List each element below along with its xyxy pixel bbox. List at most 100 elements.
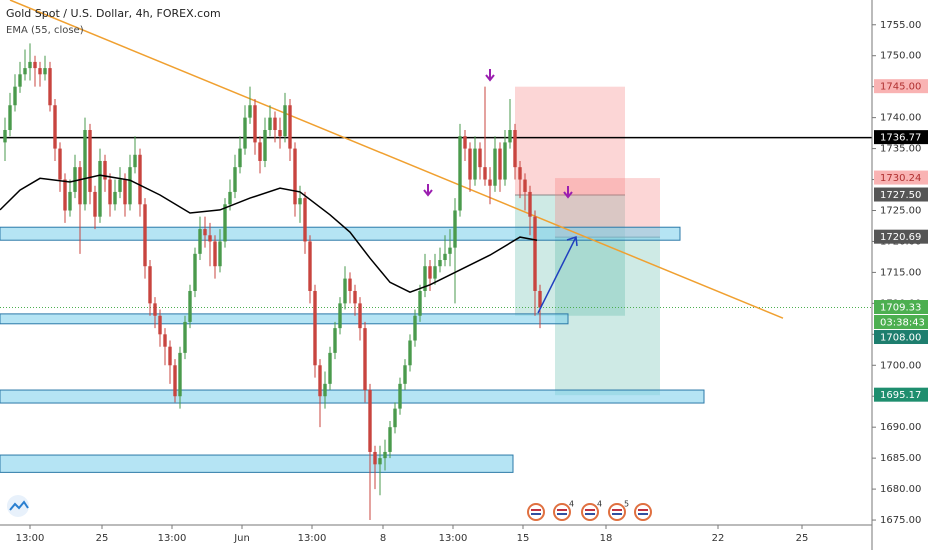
y-tick-label: 1700.00 — [880, 360, 921, 371]
candle-body — [78, 167, 82, 205]
candle-body — [438, 260, 442, 267]
price-label-box — [874, 387, 928, 402]
candle-body — [138, 154, 142, 205]
candle-body — [223, 204, 227, 242]
price-label: 1745.00 — [880, 82, 921, 93]
candle-body — [398, 383, 402, 409]
candle-body — [328, 352, 332, 384]
candle-body — [418, 290, 422, 316]
event-count: 4 — [597, 500, 602, 509]
price-label: 1736.77 — [880, 133, 921, 144]
candle-body — [373, 451, 377, 465]
candle-body — [88, 130, 92, 192]
candle-body — [103, 160, 107, 180]
candle-body — [513, 130, 517, 168]
candle-body — [473, 148, 477, 180]
price-label: 1727.50 — [880, 190, 921, 201]
stop-zone — [515, 86, 625, 196]
y-tick-label: 1725.00 — [880, 205, 921, 216]
event-count: 5 — [624, 500, 629, 509]
candle-body — [193, 253, 197, 291]
candle-body — [13, 86, 17, 106]
y-tick-label: 1750.00 — [880, 51, 921, 62]
projection-arrow — [537, 235, 578, 314]
x-tick-label: 15 — [517, 533, 530, 544]
candle-body — [3, 130, 7, 143]
candle-body — [363, 328, 367, 391]
x-tick-label: 8 — [380, 533, 386, 544]
candle-body — [158, 315, 162, 335]
candle-body — [468, 148, 472, 180]
price-label-box — [874, 170, 928, 185]
y-tick-label: 1680.00 — [880, 484, 921, 495]
candle-body — [48, 68, 52, 106]
candle-body — [218, 241, 222, 267]
candle-body — [273, 117, 277, 131]
candle-body — [163, 334, 167, 347]
candle-body — [488, 179, 492, 186]
candle-body — [423, 266, 427, 291]
price-label: 1720.69 — [880, 232, 921, 243]
price-label-box — [874, 187, 928, 202]
candle-body — [338, 303, 342, 329]
candle-body — [343, 278, 347, 304]
price-label: 1695.17 — [880, 390, 921, 401]
candle-body — [348, 278, 352, 291]
candle-body — [318, 365, 322, 397]
candle-body — [248, 105, 252, 118]
price-label: 1730.24 — [880, 173, 921, 184]
candle-body — [123, 179, 127, 205]
candle-body — [263, 130, 267, 161]
candle-body — [178, 352, 182, 397]
candle-body — [198, 229, 202, 254]
candle-body — [108, 179, 112, 205]
candle-body — [453, 210, 457, 248]
candle-body — [43, 68, 47, 75]
candle-body — [73, 167, 77, 192]
candle-body — [353, 290, 357, 304]
candle-body — [253, 105, 257, 143]
support-zone — [0, 454, 514, 473]
ema-line — [0, 174, 538, 294]
candle-body — [518, 167, 522, 180]
candle-body — [483, 167, 487, 180]
candle-body — [533, 216, 537, 291]
candle-body — [443, 253, 447, 261]
candle-body — [528, 191, 532, 217]
candle-body — [433, 266, 437, 279]
candle-body — [448, 247, 452, 254]
plot-area — [0, 0, 872, 521]
candle-body — [83, 130, 87, 205]
event-icons: 4 4 5 — [527, 500, 652, 521]
candle-body — [428, 266, 432, 279]
candle-body — [8, 105, 12, 131]
candle-body — [63, 179, 67, 211]
support-zone — [0, 226, 681, 241]
candle-body — [268, 117, 272, 131]
candle-body — [148, 266, 152, 304]
price-label-box — [874, 229, 928, 244]
candle-body — [38, 68, 42, 75]
candle-body — [233, 167, 237, 192]
x-tick-label: Jun — [233, 533, 250, 544]
candle-body — [333, 328, 337, 353]
candle-body — [478, 148, 482, 168]
event-count: 4 — [569, 500, 574, 509]
y-tick-label: 1735.00 — [880, 144, 921, 155]
candle-body — [308, 241, 312, 291]
y-tick-label: 1675.00 — [880, 515, 921, 526]
candle-body — [133, 154, 137, 168]
candle-body — [28, 61, 32, 69]
candle-body — [53, 105, 57, 149]
x-tick-label: 13:00 — [439, 533, 468, 544]
price-label-box — [874, 330, 928, 345]
ema-legend: EMA (55, close) — [6, 25, 84, 36]
y-tick-label: 1740.00 — [880, 113, 921, 124]
candle-body — [58, 148, 62, 180]
candle-body — [153, 303, 157, 316]
candle-body — [98, 160, 102, 217]
candle-body — [188, 290, 192, 322]
candle-body — [258, 142, 262, 161]
